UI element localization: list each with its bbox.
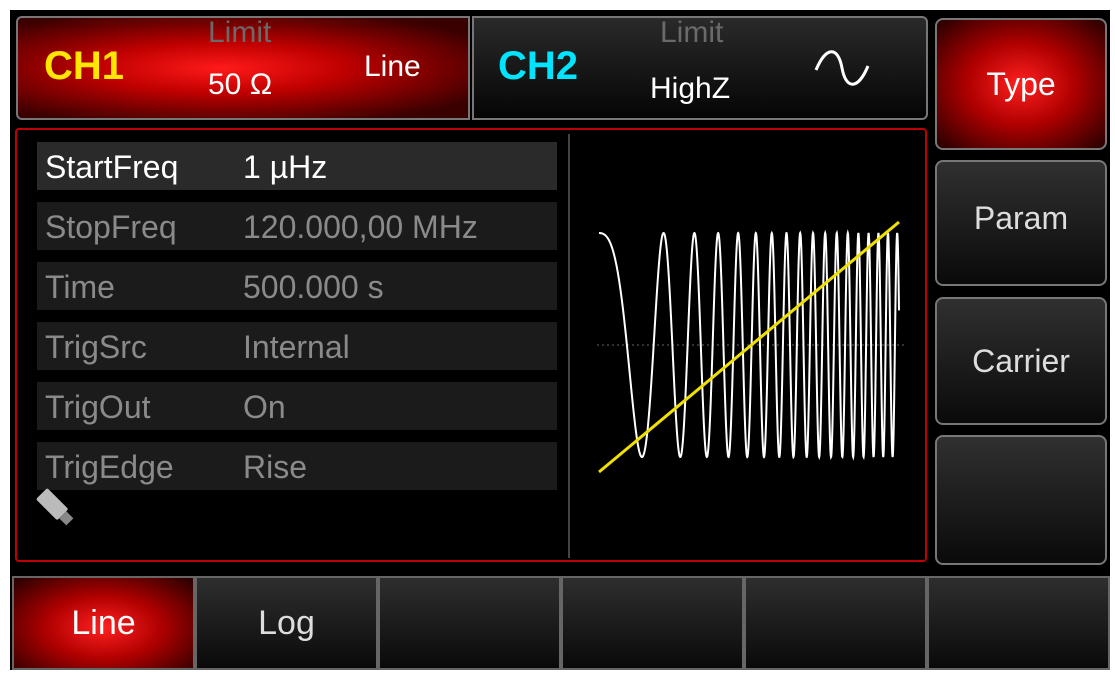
parameter-label: Time xyxy=(45,269,115,306)
parameter-label: StopFreq xyxy=(45,209,177,246)
parameter-row[interactable]: StartFreq 1 µHz xyxy=(37,142,557,190)
parameter-label: TrigEdge xyxy=(45,449,174,486)
sine-icon xyxy=(812,48,872,88)
ch1-limit: Limit xyxy=(208,16,271,50)
parameter-value: Internal xyxy=(243,329,350,366)
parameter-value: On xyxy=(243,389,286,426)
softkey[interactable]: Type xyxy=(935,18,1107,150)
ch1-load: 50 Ω xyxy=(208,68,272,102)
instrument-screen: CH1 Limit 50 Ω Line CH2 Limit HighZ Type… xyxy=(10,10,1110,670)
parameter-row[interactable]: TrigSrc Internal xyxy=(37,322,557,370)
divider xyxy=(568,134,570,558)
parameter-row[interactable]: TrigOut On xyxy=(37,382,557,430)
parameter-label: StartFreq xyxy=(45,149,178,186)
menu-button[interactable] xyxy=(744,576,927,670)
menu-button[interactable] xyxy=(378,576,561,670)
ch1-name: CH1 xyxy=(44,44,124,89)
menu-button[interactable]: Line xyxy=(12,576,195,670)
ch2-load: HighZ xyxy=(650,72,730,106)
ch2-limit: Limit xyxy=(660,16,723,50)
ch2-tab[interactable]: CH2 Limit HighZ xyxy=(472,16,928,120)
parameter-row[interactable]: TrigEdge Rise xyxy=(37,442,557,490)
parameter-value: 500.000 s xyxy=(243,269,384,306)
sweep-preview xyxy=(587,210,917,480)
parameter-row[interactable]: StopFreq 120.000,00 MHz xyxy=(37,202,557,250)
softkey[interactable] xyxy=(935,435,1107,565)
ch1-mode: Line xyxy=(364,50,421,84)
parameter-value: 1 µHz xyxy=(243,149,327,186)
parameter-label: TrigSrc xyxy=(45,329,147,366)
parameter-value: Rise xyxy=(243,449,307,486)
parameter-value: 120.000,00 MHz xyxy=(243,209,478,246)
parameter-label: TrigOut xyxy=(45,389,151,426)
main-panel: StartFreq 1 µHz StopFreq 120.000,00 MHz Time… xyxy=(15,128,927,562)
parameter-row[interactable]: Time 500.000 s xyxy=(37,262,557,310)
menu-button[interactable] xyxy=(927,576,1110,670)
menu-button[interactable]: Log xyxy=(195,576,378,670)
ch2-name: CH2 xyxy=(498,44,578,89)
usb-icon xyxy=(35,482,75,532)
menu-button[interactable] xyxy=(561,576,744,670)
softkey[interactable]: Carrier xyxy=(935,297,1107,425)
ch1-tab[interactable]: CH1 Limit 50 Ω Line xyxy=(16,16,470,120)
softkey[interactable]: Param xyxy=(935,160,1107,286)
